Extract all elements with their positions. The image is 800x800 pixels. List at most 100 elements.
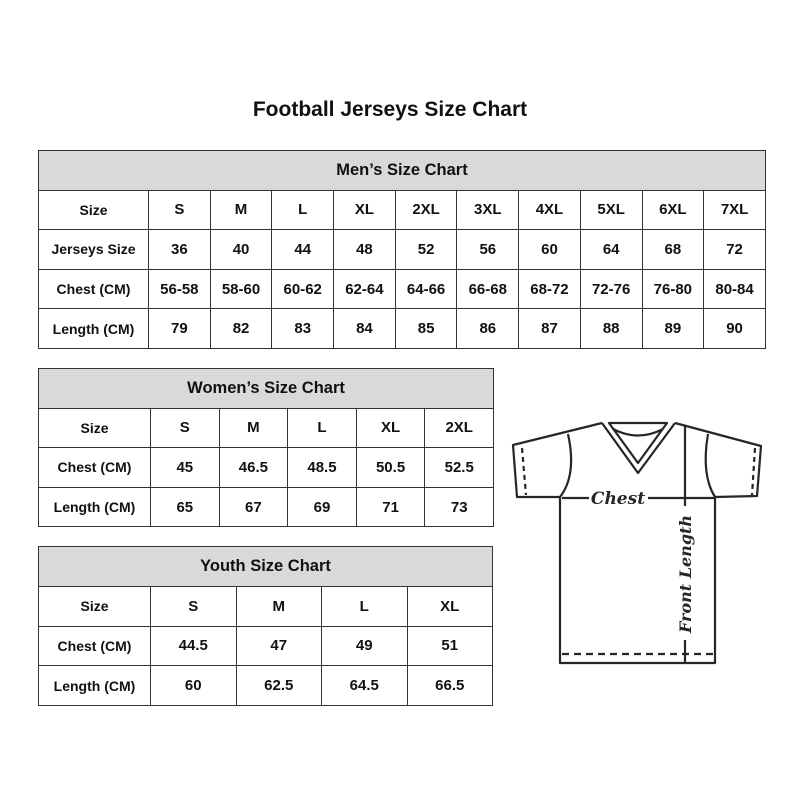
table-cell: 45	[150, 447, 220, 488]
table-cell: 69	[287, 486, 357, 528]
table-cell: 89	[641, 308, 705, 349]
table-cell: 60	[150, 665, 237, 707]
table-cell: S	[148, 189, 211, 231]
table-cell: 73	[424, 486, 495, 528]
jersey-outline	[511, 421, 763, 665]
table-cell: 50.5	[355, 447, 426, 488]
table-cell: 4XL	[518, 189, 581, 231]
row-label: Length (CM)	[38, 486, 151, 528]
table-cell: 68-72	[518, 268, 581, 310]
men-size-table: Men’s Size Chart Size S M L XL 2XL 3XL 4XL 5XL 6XL…	[38, 150, 766, 349]
sleeve-hem-left	[520, 447, 528, 496]
table-cell: 64-66	[394, 268, 458, 310]
right-sleeve-seam	[704, 433, 716, 498]
table-cell: 52	[394, 229, 458, 270]
table-cell: 62-64	[333, 268, 396, 310]
row-label: Jerseys Size	[38, 229, 149, 270]
table-row: Size S M L XL 2XL 3XL 4XL 5XL 6XL 7XL	[38, 189, 766, 231]
table-cell: 64	[579, 229, 643, 270]
table-cell: 88	[579, 308, 643, 349]
table-row: Size S M L XL	[38, 585, 493, 627]
row-label: Chest (CM)	[38, 447, 151, 488]
table-cell: 83	[271, 308, 335, 349]
chest-label: Chest	[591, 489, 645, 509]
table-cell: 46.5	[218, 447, 289, 488]
table-cell: 68	[641, 229, 705, 270]
table-row: Length (CM) 60 62.5 64.5 66.5	[38, 665, 493, 707]
table-cell: 3XL	[456, 189, 520, 231]
table-cell: L	[271, 189, 335, 231]
table-cell: 76-80	[641, 268, 705, 310]
table-cell: 79	[148, 308, 211, 349]
table-cell: 44.5	[150, 625, 237, 667]
table-cell: 66.5	[406, 665, 493, 707]
row-label: Length (CM)	[38, 665, 151, 707]
table-cell: 2XL	[394, 189, 458, 231]
table-cell: 72-76	[579, 268, 643, 310]
front-length-label: Front Length	[676, 515, 695, 634]
table-row: Chest (CM) 45 46.5 48.5 50.5 52.5	[38, 447, 495, 488]
table-cell: 64.5	[321, 665, 408, 707]
table-cell: M	[235, 585, 322, 627]
row-label: Size	[38, 585, 151, 627]
table-row: Length (CM) 79 82 83 84 85 86 87 88 89 90	[38, 308, 766, 349]
table-cell: 60	[518, 229, 581, 270]
table-cell: L	[287, 407, 357, 449]
table-cell: L	[321, 585, 408, 627]
table-cell: 7XL	[703, 189, 766, 231]
sleeve-hem-right	[750, 447, 757, 496]
table-cell: 72	[703, 229, 766, 270]
table-cell: 6XL	[641, 189, 705, 231]
table-cell: 5XL	[579, 189, 643, 231]
table-row: Chest (CM) 44.5 47 49 51	[38, 625, 493, 667]
table-cell: XL	[406, 585, 493, 627]
table-cell: 80-84	[703, 268, 766, 310]
table-cell: 40	[209, 229, 273, 270]
table-cell: 87	[518, 308, 581, 349]
table-cell: 49	[321, 625, 408, 667]
table-cell: 48	[333, 229, 396, 270]
table-cell: 90	[703, 308, 766, 349]
table-cell: S	[150, 407, 220, 449]
left-sleeve-seam	[559, 433, 573, 498]
men-caption: Men’s Size Chart	[38, 150, 766, 191]
table-cell: 65	[150, 486, 220, 528]
table-cell: XL	[355, 407, 426, 449]
table-cell: 84	[333, 308, 396, 349]
table-cell: 60-62	[271, 268, 335, 310]
youth-size-table: Youth Size Chart Size S M L XL Chest (CM) 44.5 4…	[38, 546, 493, 707]
collar-outer	[601, 422, 676, 475]
row-label: Size	[38, 189, 149, 231]
table-cell: M	[218, 407, 289, 449]
table-cell: 44	[271, 229, 335, 270]
row-label: Chest (CM)	[38, 625, 151, 667]
table-cell: S	[150, 585, 237, 627]
table-row: Length (CM) 65 67 69 71 73	[38, 486, 495, 528]
table-cell: 56	[456, 229, 520, 270]
page-title: Football Jerseys Size Chart	[252, 98, 528, 121]
table-cell: 48.5	[287, 447, 357, 488]
row-label: Chest (CM)	[38, 268, 149, 310]
table-cell: 71	[355, 486, 426, 528]
table-cell: M	[209, 189, 273, 231]
table-cell: 86	[456, 308, 520, 349]
table-cell: 58-60	[209, 268, 273, 310]
table-row: Chest (CM) 56-58 58-60 60-62 62-64 64-66 66-68…	[38, 268, 766, 310]
table-cell: 36	[148, 229, 211, 270]
table-cell: 56-58	[148, 268, 211, 310]
youth-caption: Youth Size Chart	[38, 546, 493, 587]
table-cell: 82	[209, 308, 273, 349]
table-cell: 2XL	[424, 407, 495, 449]
table-cell: 52.5	[424, 447, 495, 488]
jersey-diagram: Chest Front Length	[511, 421, 763, 665]
row-label: Size	[38, 407, 151, 449]
collar-band	[607, 421, 669, 465]
table-cell: 47	[235, 625, 322, 667]
table-cell: 67	[218, 486, 289, 528]
table-row: Jerseys Size 36 40 44 48 52 56 60 64 68 72	[38, 229, 766, 270]
collar-inner	[612, 428, 664, 437]
women-caption: Women’s Size Chart	[37, 368, 495, 409]
table-cell: 85	[394, 308, 458, 349]
women-size-table: Women’s Size Chart Size S M L XL 2XL Chest (CM)…	[37, 368, 495, 528]
